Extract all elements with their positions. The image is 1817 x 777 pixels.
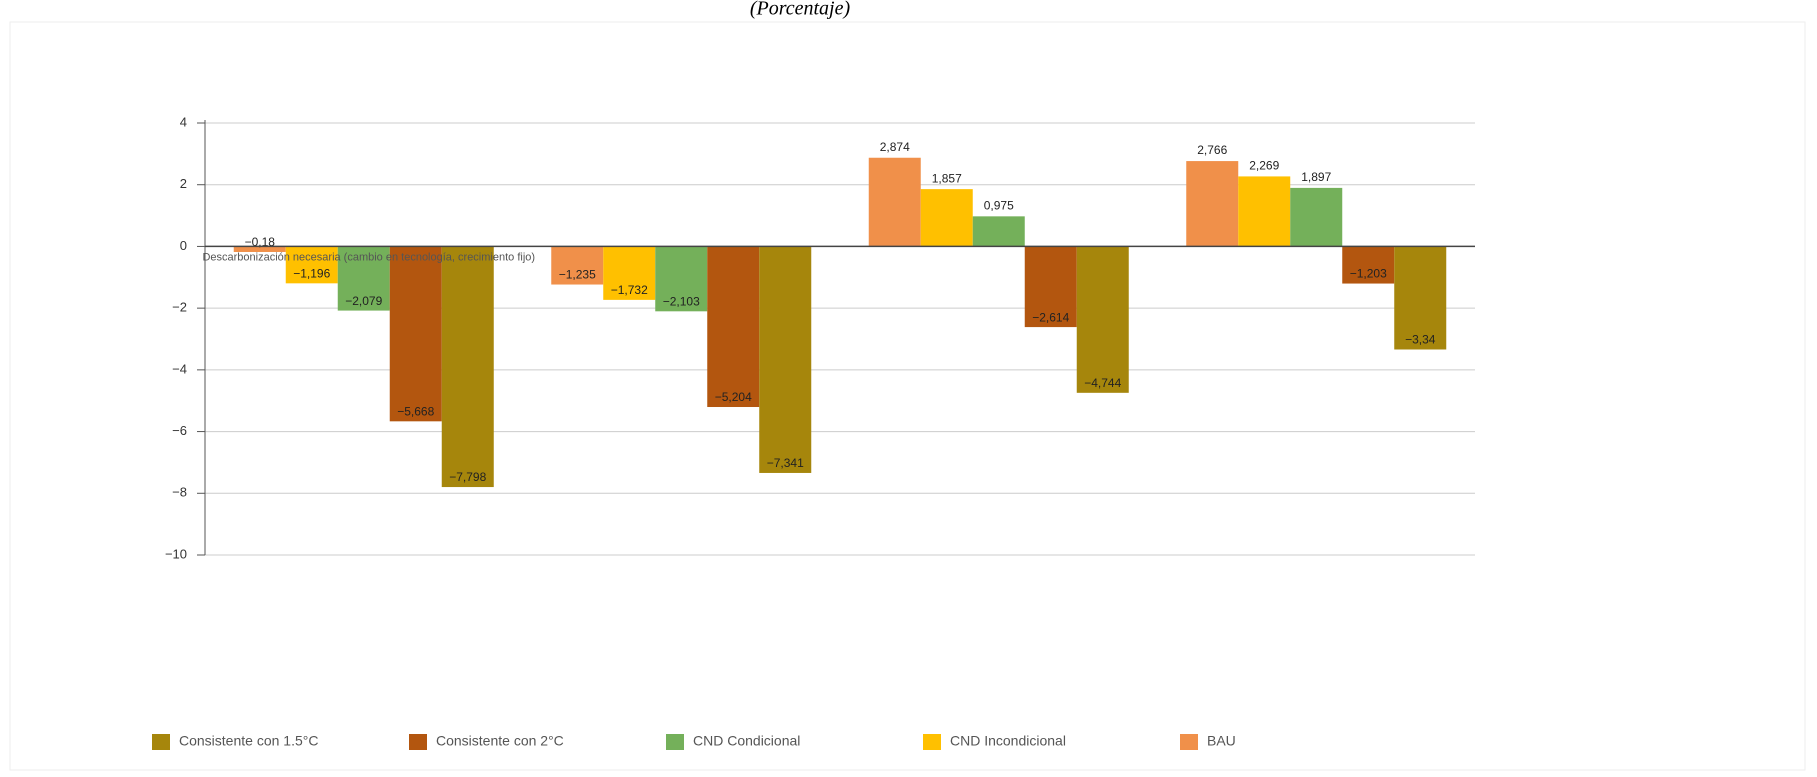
value-label: −2,079: [345, 294, 382, 308]
value-label: −7,798: [449, 470, 486, 484]
y-tick-label: −10: [165, 546, 187, 561]
bar: [868, 157, 921, 247]
bar: [1186, 161, 1239, 247]
bar: [1076, 246, 1129, 393]
chart-frame: [9, 21, 1806, 771]
bar: [337, 246, 390, 311]
value-label: −1,203: [1350, 267, 1387, 281]
bar: [1290, 187, 1343, 247]
bar: [1394, 246, 1447, 350]
value-label: −5,668: [397, 404, 434, 418]
value-label: 0,975: [984, 199, 1014, 213]
legend-label: CND Condicional: [693, 733, 800, 749]
value-label: 2,766: [1197, 143, 1227, 157]
y-tick-label: −4: [172, 361, 187, 376]
value-label: −4,744: [1084, 376, 1121, 390]
value-label: −3,34: [1405, 333, 1436, 347]
legend-swatch: [666, 734, 684, 750]
bar: [920, 189, 973, 247]
y-tick-label: −8: [172, 485, 187, 500]
legend-label: BAU: [1207, 733, 1236, 749]
value-label: 1,897: [1301, 170, 1331, 184]
legend-label: Consistente con 1.5°C: [179, 733, 318, 749]
legend-label: Consistente con 2°C: [436, 733, 564, 749]
bar: [233, 246, 286, 252]
bar: [972, 216, 1025, 247]
value-label: −2,103: [663, 294, 700, 308]
value-label: −7,341: [767, 456, 804, 470]
bar: [1024, 246, 1077, 328]
value-label: −5,204: [715, 390, 752, 404]
value-label: −0,18: [245, 235, 276, 249]
value-label: 1,857: [932, 171, 962, 185]
legend-swatch: [152, 734, 170, 750]
legend-swatch: [409, 734, 427, 750]
legend-swatch: [1180, 734, 1198, 750]
value-label: −1,196: [293, 267, 330, 281]
chart-title: (Porcentaje): [750, 0, 851, 20]
y-tick-label: −6: [172, 423, 187, 438]
bar: [1238, 176, 1291, 247]
bar: [707, 246, 760, 408]
bar: [441, 246, 494, 488]
value-label: −1,235: [559, 268, 596, 282]
y-tick-label: 0: [180, 238, 187, 253]
bar: [759, 246, 812, 473]
value-label: 2,874: [880, 140, 910, 154]
value-label: 2,269: [1249, 159, 1279, 173]
legend-label: CND Incondicional: [950, 733, 1066, 749]
bar: [389, 246, 442, 422]
bar: [603, 246, 656, 300]
bar: [285, 246, 338, 284]
x-tick-label: Descarbonización necesaria (cambio en te…: [202, 251, 535, 263]
y-tick-label: −2: [172, 300, 187, 315]
legend-swatch: [923, 734, 941, 750]
bar: [551, 246, 604, 285]
y-tick-label: 4: [180, 114, 187, 129]
value-label: −1,732: [611, 283, 648, 297]
value-label: −2,614: [1032, 310, 1069, 324]
bar: [1342, 246, 1395, 284]
y-tick-label: 2: [180, 176, 187, 191]
bar: [655, 246, 708, 312]
